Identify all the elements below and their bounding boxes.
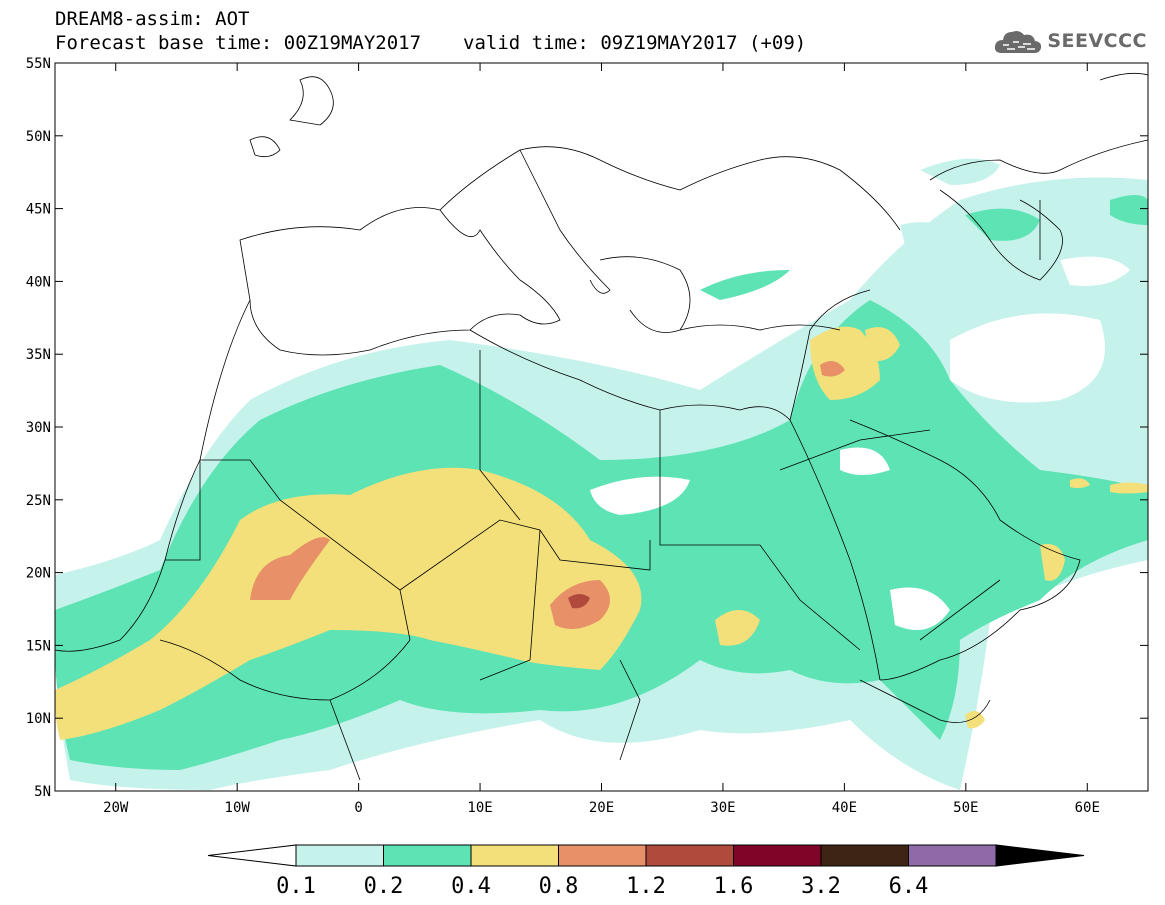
lon-label: 10W <box>225 800 251 816</box>
colorbar: 0.1 0.2 0.4 0.8 1.2 1.6 3.2 6.4 <box>207 844 1085 899</box>
time-info: Forecast base time: 00Z19MAY2017 valid ti… <box>55 33 806 53</box>
lon-label: 50E <box>953 800 978 816</box>
lat-label: 50N <box>26 129 51 145</box>
valid-time: valid time: 09Z19MAY2017 (+09) <box>463 32 807 54</box>
lat-label: 15N <box>26 638 51 654</box>
colorbar-label: 0.2 <box>364 874 404 899</box>
cloud-icon <box>995 31 1042 53</box>
latitude-axis: 55N 50N 45N 40N 35N 30N 25N 20N 15N 10N 5N <box>26 56 1148 800</box>
colorbar-label: 0.1 <box>276 874 316 899</box>
map-title: DREAM8-assim: AOT <box>55 8 250 30</box>
lat-label: 55N <box>26 56 51 72</box>
colorbar-low-arrow <box>207 844 297 867</box>
colorbar-label: 0.8 <box>539 874 579 899</box>
colorbar-segment <box>908 844 997 867</box>
lat-label: 30N <box>26 420 51 436</box>
lon-label: 0 <box>354 800 362 816</box>
lon-label: 20E <box>589 800 614 816</box>
lat-label: 20N <box>26 566 51 582</box>
colorbar-segment <box>295 844 384 867</box>
colorbar-segment <box>645 844 734 867</box>
lat-label: 25N <box>26 493 51 509</box>
lat-label: 45N <box>26 202 51 218</box>
lon-label: 10E <box>467 800 492 816</box>
colorbar-segment <box>383 844 472 867</box>
colorbar-high-arrow <box>995 844 1085 867</box>
logo-text: SEEVCCC <box>1047 30 1147 52</box>
colorbar-segment <box>470 844 559 867</box>
colorbar-label: 1.6 <box>714 874 754 899</box>
lon-label: 30E <box>710 800 735 816</box>
lat-label: 10N <box>26 711 51 727</box>
lat-label: 40N <box>26 274 51 290</box>
lon-label: 40E <box>832 800 857 816</box>
colorbar-segment <box>733 844 822 867</box>
colorbar-label: 1.2 <box>626 874 666 899</box>
lat-label: 35N <box>26 347 51 363</box>
colorbar-label: 0.4 <box>451 874 491 899</box>
country-borders <box>54 72 1149 781</box>
base-time: Forecast base time: 00Z19MAY2017 <box>55 32 422 54</box>
lon-label: 60E <box>1075 800 1100 816</box>
colorbar-label: 3.2 <box>801 874 841 899</box>
lat-label: 5N <box>34 784 51 800</box>
colorbar-segment <box>558 844 647 867</box>
colorbar-label: 6.4 <box>889 874 929 899</box>
lon-label: 20W <box>103 800 129 816</box>
longitude-axis: 20W 10W 0 10E 20E 30E 40E 50E 60E <box>103 63 1100 816</box>
colorbar-segment <box>820 844 909 867</box>
seevccc-logo: SEEVCCC <box>993 26 1147 56</box>
aot-field-contours <box>55 158 1148 790</box>
